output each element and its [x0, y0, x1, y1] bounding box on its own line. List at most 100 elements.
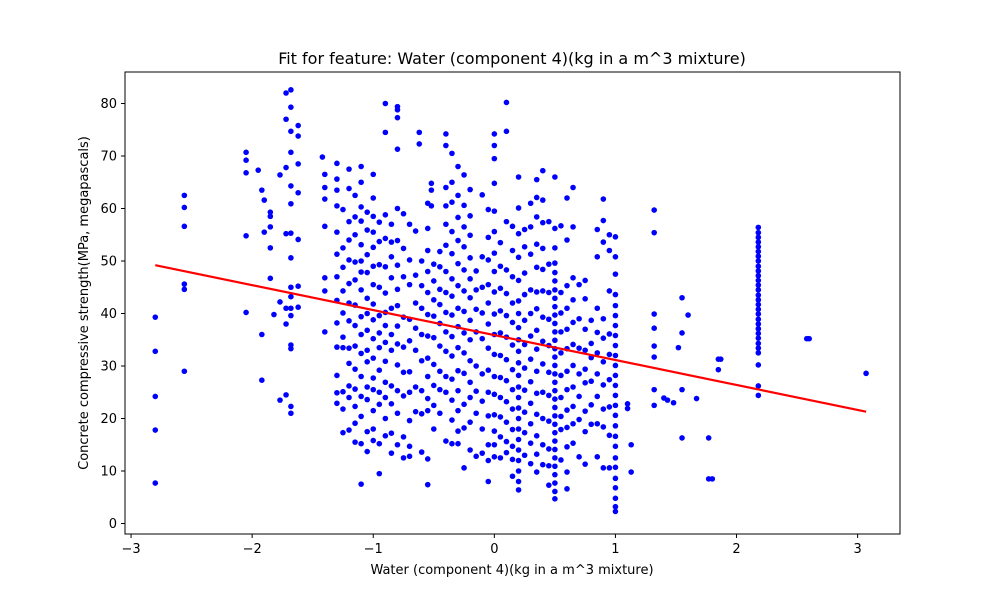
- data-point: [485, 257, 492, 263]
- data-point: [473, 388, 479, 395]
- data-point: [503, 312, 510, 319]
- data-point: [705, 435, 712, 441]
- data-point: [491, 155, 498, 162]
- data-point: [552, 496, 558, 502]
- data-point: [515, 230, 522, 237]
- data-point: [340, 264, 346, 271]
- data-point: [539, 389, 546, 396]
- data-point: [461, 465, 467, 471]
- data-point: [755, 244, 762, 250]
- data-point: [628, 469, 634, 475]
- data-point: [181, 204, 188, 211]
- data-point: [461, 224, 467, 230]
- data-point: [364, 327, 370, 334]
- data-point: [424, 456, 431, 462]
- data-point: [412, 272, 419, 278]
- data-point: [612, 271, 619, 277]
- data-point: [340, 245, 346, 251]
- data-point: [283, 305, 289, 312]
- data-point: [283, 230, 289, 237]
- data-point: [509, 223, 516, 230]
- data-point: [416, 141, 423, 147]
- data-point: [334, 344, 340, 350]
- data-point: [863, 370, 869, 377]
- data-point: [473, 268, 479, 274]
- data-point: [503, 128, 510, 135]
- data-point: [322, 171, 328, 178]
- data-point: [606, 465, 613, 471]
- data-point: [352, 343, 358, 349]
- data-point: [352, 259, 358, 265]
- data-point: [449, 276, 455, 282]
- data-point: [612, 443, 619, 450]
- data-point: [461, 330, 467, 336]
- data-point: [364, 209, 370, 215]
- data-point: [437, 301, 443, 308]
- data-point: [539, 219, 546, 226]
- data-point: [497, 394, 504, 401]
- data-point: [382, 394, 389, 401]
- data-point: [358, 440, 364, 447]
- data-point: [527, 420, 534, 427]
- data-point: [485, 281, 492, 288]
- data-point: [546, 316, 552, 323]
- data-point: [449, 312, 455, 318]
- data-point: [600, 424, 607, 430]
- data-point: [181, 368, 188, 375]
- data-point: [288, 128, 294, 135]
- data-point: [755, 383, 762, 389]
- data-point: [267, 275, 274, 282]
- data-point: [424, 289, 431, 296]
- data-point: [503, 438, 510, 445]
- x-tick-label: 3: [853, 542, 861, 557]
- data-point: [594, 454, 601, 460]
- data-point: [400, 344, 407, 350]
- data-point: [606, 376, 613, 383]
- data-point: [606, 247, 613, 254]
- data-point: [651, 354, 657, 360]
- data-point: [455, 163, 461, 170]
- data-point: [467, 255, 473, 261]
- data-point: [334, 400, 340, 407]
- data-point: [461, 202, 467, 209]
- data-point: [288, 305, 294, 312]
- x-tick-label: −3: [121, 542, 140, 557]
- data-point: [443, 309, 449, 316]
- data-point: [606, 331, 613, 337]
- data-point: [539, 361, 546, 367]
- data-point: [319, 154, 326, 160]
- data-point: [515, 468, 522, 474]
- data-point: [322, 288, 328, 294]
- data-point: [539, 441, 546, 448]
- data-point: [181, 192, 188, 199]
- data-point: [400, 455, 407, 461]
- data-point: [552, 396, 558, 402]
- data-point: [382, 322, 389, 329]
- data-point: [491, 208, 498, 214]
- data-point: [485, 345, 492, 351]
- data-point: [755, 392, 762, 399]
- data-point: [394, 114, 401, 121]
- data-point: [515, 478, 522, 485]
- data-point: [358, 373, 364, 380]
- data-point: [570, 224, 576, 230]
- data-point: [564, 407, 570, 413]
- data-point: [382, 290, 389, 296]
- data-point: [322, 196, 328, 202]
- data-point: [376, 470, 383, 477]
- data-point: [552, 387, 558, 394]
- data-point: [243, 157, 249, 163]
- data-point: [406, 368, 413, 375]
- data-point: [288, 284, 294, 291]
- data-point: [455, 260, 461, 267]
- data-point: [295, 236, 301, 243]
- data-point: [461, 172, 467, 178]
- x-tick-label: −1: [364, 542, 383, 557]
- data-point: [552, 421, 558, 428]
- data-point: [491, 412, 498, 418]
- data-point: [322, 329, 328, 335]
- data-point: [491, 180, 498, 187]
- data-point: [467, 357, 473, 364]
- data-point: [521, 341, 528, 348]
- data-point: [546, 446, 552, 452]
